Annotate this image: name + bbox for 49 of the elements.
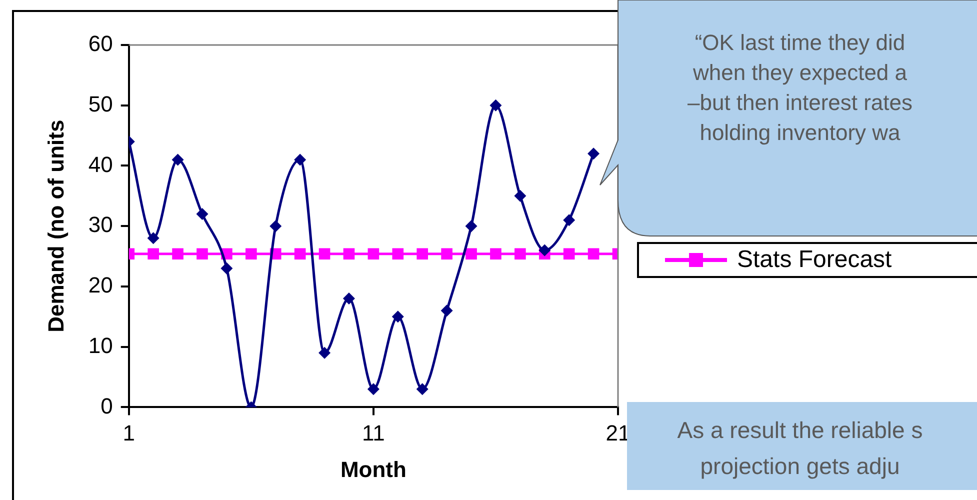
y-tick-label: 20: [88, 272, 113, 298]
point: [588, 248, 600, 260]
point: [538, 244, 551, 256]
point: [466, 248, 477, 260]
point: [441, 248, 452, 260]
point: [318, 346, 331, 359]
point: [172, 154, 184, 166]
point: [490, 99, 502, 112]
y-tick-label: 10: [88, 332, 113, 358]
point: [294, 154, 306, 166]
point: [342, 292, 355, 305]
point: [416, 383, 428, 396]
x-tick-label: 11: [362, 420, 385, 446]
point: [368, 248, 380, 260]
y-tick-label: 60: [88, 31, 113, 56]
point: [588, 148, 600, 160]
point: [563, 214, 576, 226]
y-tick-label: 50: [88, 91, 113, 116]
y-tick-label: 30: [88, 212, 113, 238]
point: [147, 232, 160, 244]
point: [172, 248, 184, 260]
legend-label: Stats Forecast: [737, 246, 892, 274]
x-axis-title: Month: [340, 456, 406, 482]
point: [440, 304, 453, 317]
point: [245, 248, 257, 260]
point: [318, 248, 330, 260]
point: [392, 310, 404, 323]
point: [416, 248, 428, 260]
point: [367, 383, 380, 396]
y-axis-title: Demand (no of units: [43, 120, 68, 332]
text: “OK last time they did when they expected a –but then interest rates holding inventory wa: [686, 29, 914, 147]
point: [490, 248, 502, 260]
point: [294, 248, 306, 260]
point: [196, 248, 208, 260]
point: [270, 220, 282, 232]
point: [148, 248, 159, 260]
y-tick-label: 40: [88, 152, 113, 177]
point: [563, 248, 575, 260]
point: [196, 208, 208, 220]
point: [514, 190, 526, 202]
x-tick-label: 21: [606, 420, 630, 446]
y-tick-label: 0: [100, 393, 113, 418]
point: [514, 248, 526, 260]
point: [220, 262, 233, 274]
point: [392, 248, 404, 260]
text: As a result the reliable s projection gets adju: [676, 416, 924, 481]
x-tick-label: 1: [122, 420, 135, 446]
point: [343, 248, 355, 260]
point: [465, 220, 478, 232]
